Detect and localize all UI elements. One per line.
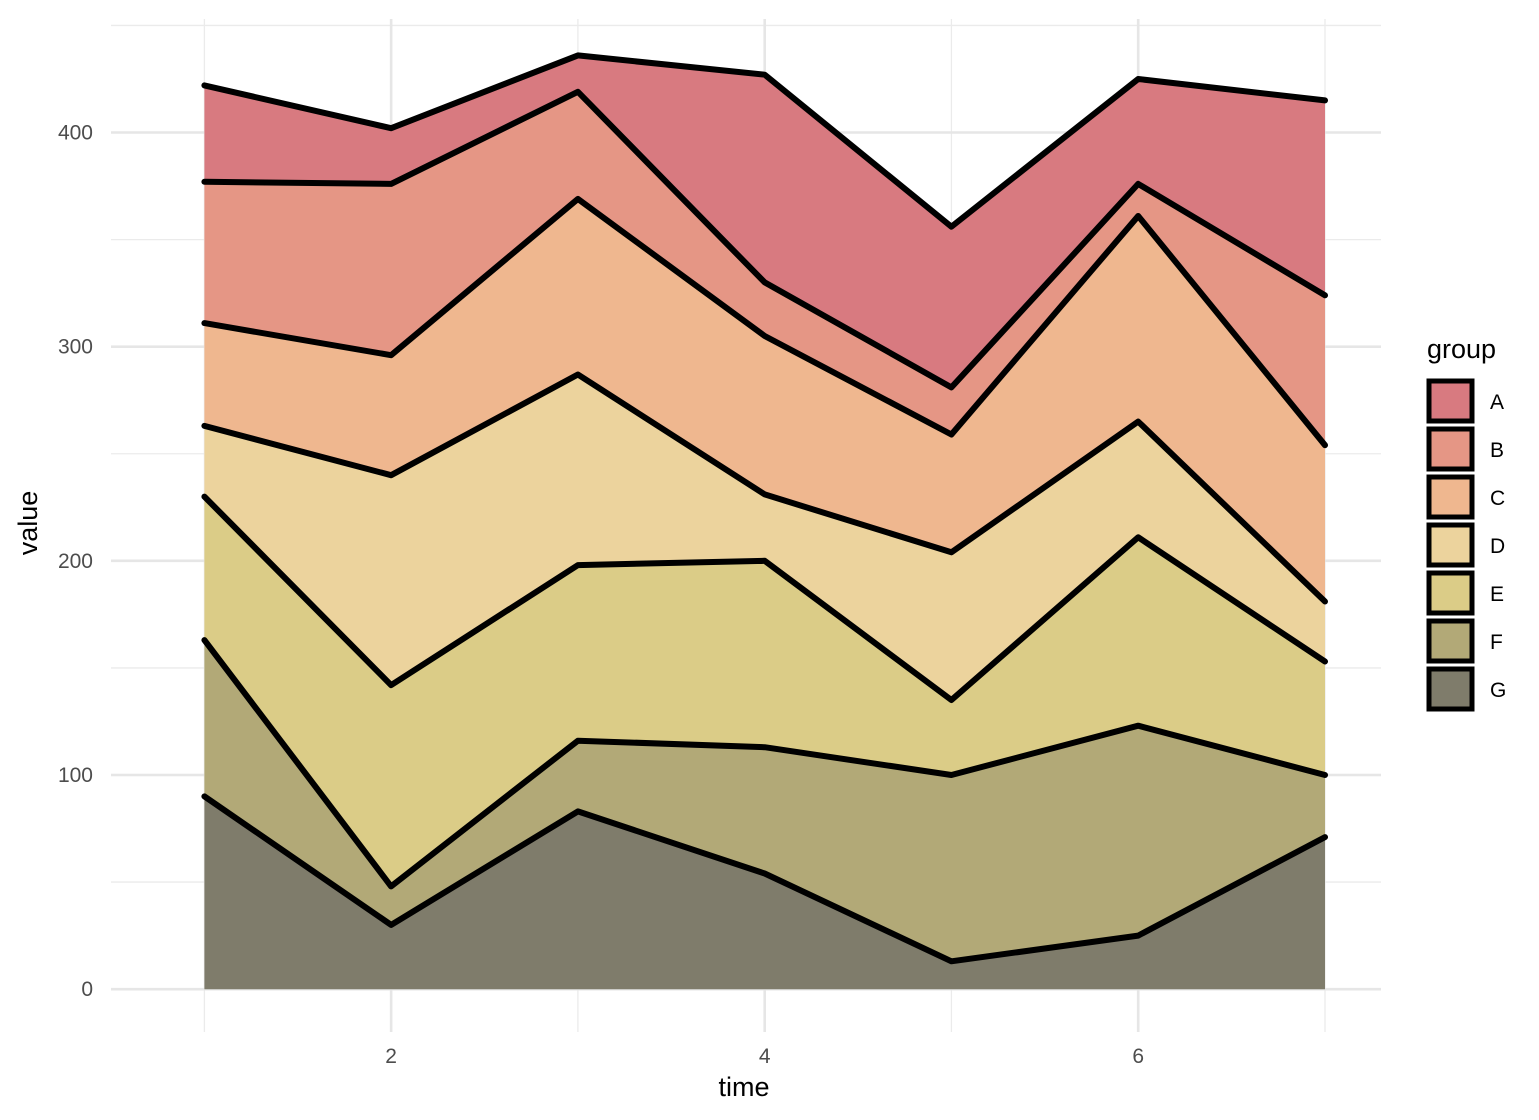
area-A	[204, 55, 1325, 388]
legend-key-E	[1426, 570, 1475, 616]
area-G	[204, 796, 1325, 990]
area-F	[204, 640, 1325, 962]
y-tick-label: 200	[58, 550, 93, 573]
outline-F	[201, 637, 1328, 890]
legend-label-B: B	[1490, 439, 1504, 462]
area-layers	[204, 55, 1325, 990]
legend-title: group	[1427, 334, 1496, 364]
legend: group A B C D E F G	[1426, 334, 1506, 712]
outline-G	[201, 793, 1328, 965]
legend-key-F	[1426, 618, 1475, 664]
legend-label-G: G	[1490, 679, 1506, 702]
legend-label-A: A	[1490, 391, 1504, 414]
y-tick-label: 300	[58, 336, 93, 359]
y-axis-ticks: 0 100 200 300 400	[58, 122, 93, 1002]
legend-items: A B C D E F G	[1426, 378, 1506, 712]
area-E	[204, 496, 1325, 887]
area-C	[204, 198, 1325, 602]
outline-C	[201, 195, 1328, 449]
legend-key-C	[1426, 474, 1475, 520]
y-tick-label: 400	[58, 122, 93, 145]
legend-item-A: A	[1426, 378, 1504, 424]
x-tick-label: 4	[759, 1045, 771, 1068]
legend-item-G: G	[1426, 666, 1506, 712]
legend-key-A	[1426, 378, 1475, 424]
legend-item-B: B	[1426, 426, 1504, 472]
legend-key-B	[1426, 426, 1475, 472]
outline-D	[201, 371, 1328, 605]
legend-key-D	[1426, 522, 1475, 568]
outline-A	[201, 52, 1328, 230]
legend-item-E: E	[1426, 570, 1504, 616]
x-axis-title: time	[718, 1072, 769, 1102]
area-D	[204, 374, 1325, 700]
legend-label-E: E	[1490, 583, 1504, 606]
outline-B	[201, 88, 1328, 391]
x-axis-ticks: 2 4 6	[385, 1045, 1144, 1068]
legend-item-D: D	[1426, 522, 1505, 568]
outline-E	[201, 493, 1328, 703]
legend-label-C: C	[1490, 487, 1505, 510]
y-tick-label: 100	[58, 764, 93, 787]
y-tick-label: 0	[81, 978, 93, 1001]
legend-item-F: F	[1426, 618, 1503, 664]
y-axis-title: value	[13, 491, 43, 556]
x-tick-label: 2	[385, 1045, 397, 1068]
legend-label-F: F	[1490, 631, 1503, 654]
x-tick-label: 6	[1132, 1045, 1144, 1068]
legend-label-D: D	[1490, 535, 1505, 558]
legend-item-C: C	[1426, 474, 1505, 520]
legend-key-G	[1426, 666, 1475, 712]
area-outlines	[201, 52, 1328, 965]
area-B	[204, 91, 1325, 446]
